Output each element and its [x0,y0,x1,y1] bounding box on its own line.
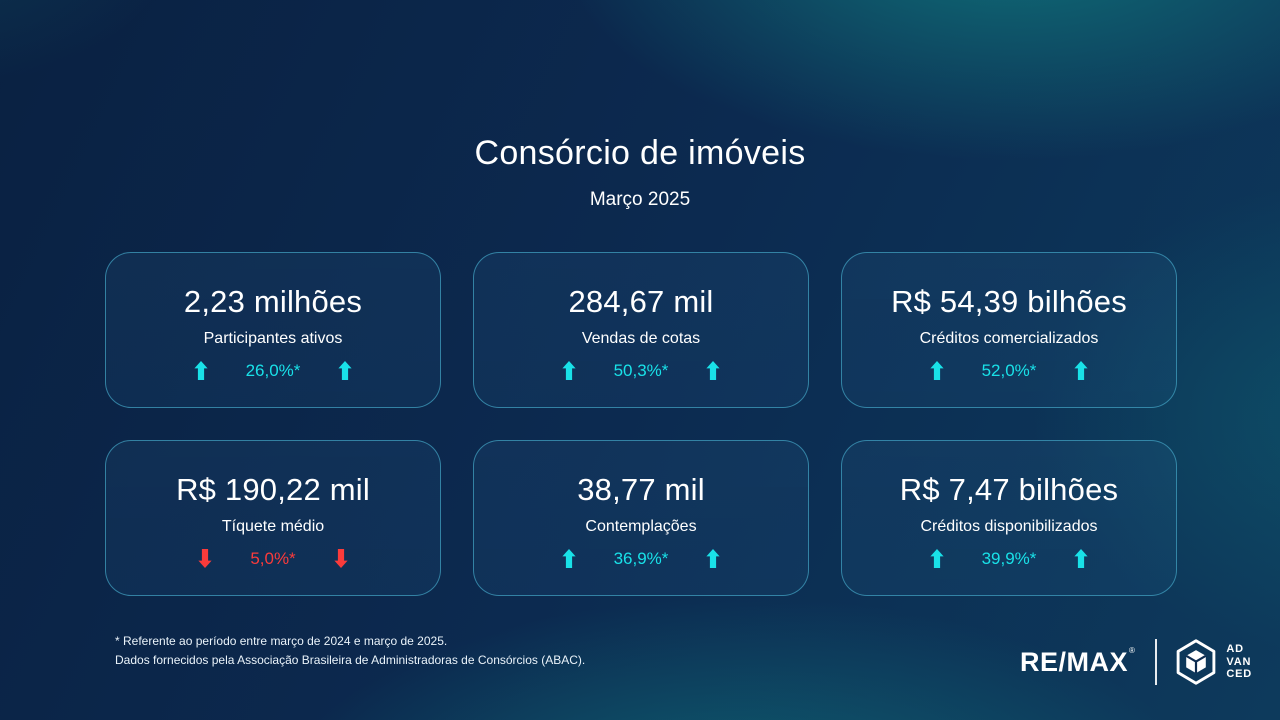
advanced-cube-icon [1175,639,1217,685]
stat-card-contemplacoes: 38,77 mil Contemplações 36,9%* [473,440,809,596]
stat-card-vendas: 284,67 mil Vendas de cotas 50,3%* [473,252,809,408]
footnote-period: * Referente ao período entre março de 20… [115,634,448,648]
stat-label: Tíquete médio [221,517,325,535]
trend-arrow-icon [338,361,353,380]
stat-label: Créditos comercializados [919,329,1099,347]
stat-value: 284,67 mil [568,283,714,319]
trend-arrow-icon [193,361,208,380]
trend-arrow-icon [706,549,721,568]
page-subtitle: Março 2025 [589,189,691,210]
trend-arrow-icon [1074,361,1089,380]
trend-arrow-icon [1074,549,1089,568]
stat-trend: 5,0%* [198,548,348,569]
trend-arrow-icon [561,549,576,568]
trend-arrow-icon [929,361,944,380]
stat-label: Vendas de cotas [581,329,701,347]
stat-label: Participantes ativos [203,329,343,347]
trend-arrow-icon [334,549,348,568]
stat-card-participantes: 2,23 milhões Participantes ativos 26,0%* [105,252,441,408]
stat-trend: 50,3%* [561,360,721,381]
stat-change: 52,0%* [981,360,1037,380]
stat-change: 5,0%* [250,548,296,568]
stat-trend: 26,0%* [193,360,353,381]
registered-mark: ® [1128,646,1136,655]
advanced-line: AD [1226,643,1244,656]
stat-value: R$ 190,22 mil [176,471,370,507]
stat-change: 50,3%* [613,360,669,380]
page-title: Consórcio de imóveis [474,134,806,172]
stat-value: 2,23 milhões [183,283,363,319]
stat-label: Créditos disponibilizados [920,517,1098,535]
advanced-line: CED [1226,668,1252,681]
stat-value: R$ 54,39 bilhões [891,283,1127,319]
remax-logo: RE/MAX® [1020,646,1135,678]
trend-arrow-icon [706,361,721,380]
stat-value: R$ 7,47 bilhões [899,471,1119,507]
stat-change: 39,9%* [981,548,1037,568]
stat-value: 38,77 mil [577,471,705,507]
trend-arrow-icon [561,361,576,380]
brand-divider [1155,639,1158,685]
stat-card-creditos-disponibilizados: R$ 7,47 bilhões Créditos disponibilizado… [841,440,1177,596]
stat-card-grid: 2,23 milhões Participantes ativos 26,0%*… [105,252,1177,596]
footnote-source: Dados fornecidos pela Associação Brasile… [115,653,586,667]
stat-change: 26,0%* [245,360,301,380]
stat-trend: 52,0%* [929,360,1089,381]
advanced-line: VAN [1226,655,1252,668]
trend-arrow-icon [929,549,944,568]
stat-trend: 36,9%* [561,548,721,569]
advanced-wordmark: AD VAN CED [1226,643,1252,681]
slide-header: Consórcio de imóveis Março 2025 [0,134,1280,211]
brand-lockup: RE/MAX® AD VAN CED [1020,636,1252,688]
stat-card-creditos-comercializados: R$ 54,39 bilhões Créditos comercializado… [841,252,1177,408]
stat-label: Contemplações [585,517,697,535]
remax-wordmark: RE/MAX [1019,647,1128,677]
footnotes: * Referente ao período entre março de 20… [115,632,585,670]
stat-card-tiquete-medio: R$ 190,22 mil Tíquete médio 5,0%* [105,440,441,596]
stat-trend: 39,9%* [929,548,1089,569]
stat-change: 36,9%* [613,548,669,568]
trend-arrow-icon [198,549,212,568]
